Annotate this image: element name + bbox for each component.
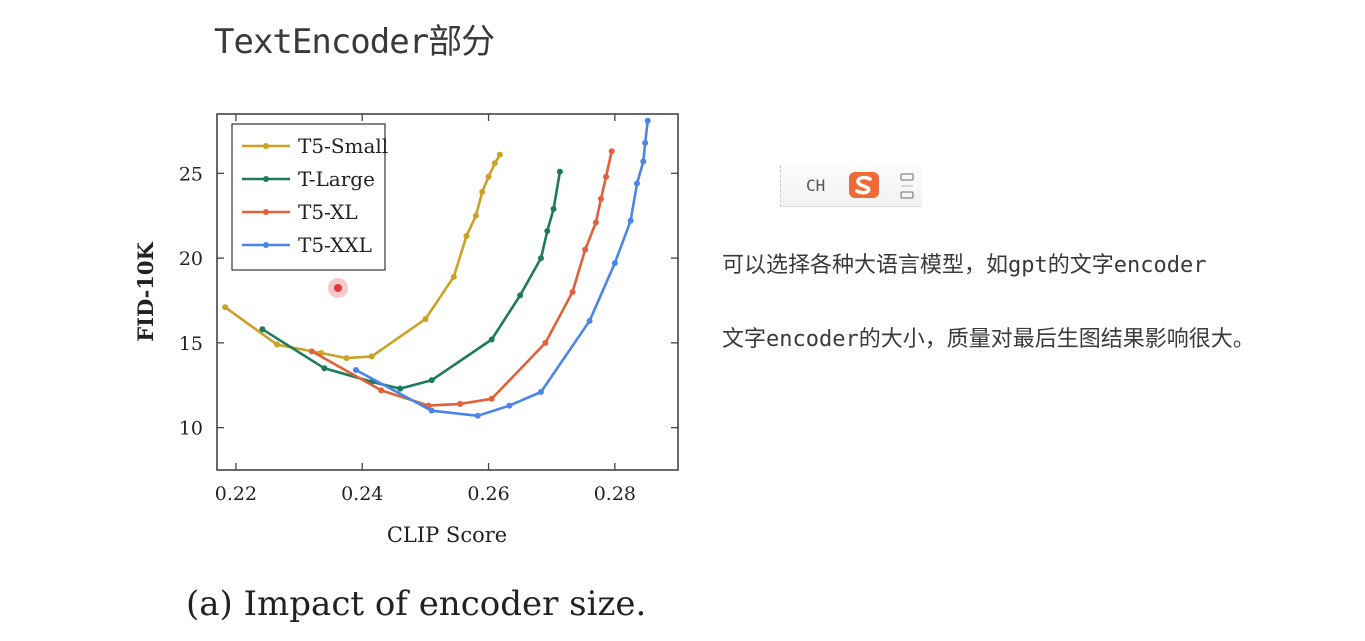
data-point-t5-xxl bbox=[474, 412, 481, 419]
data-point-t5-small bbox=[273, 341, 280, 348]
axes: 0.22 0.24 0.26 0.28 10 15 20 25 bbox=[179, 114, 678, 505]
plot-frame bbox=[216, 113, 679, 471]
legend-label-t-large: T-Large bbox=[298, 167, 375, 191]
data-point-t-large bbox=[321, 365, 328, 372]
x-tick-label: 0.24 bbox=[341, 483, 383, 505]
y-tick-label: 15 bbox=[179, 333, 203, 355]
ime-toolbar[interactable]: CH bbox=[780, 165, 922, 207]
data-point-t-large bbox=[488, 336, 495, 343]
data-point-t5-small bbox=[222, 304, 229, 311]
data-point-t-large bbox=[550, 205, 557, 212]
data-point-t5-xl bbox=[569, 289, 576, 295]
y-tick-label: 25 bbox=[179, 163, 203, 185]
cursor-dot bbox=[334, 284, 342, 292]
series-layer bbox=[222, 117, 651, 419]
data-point-t5-small bbox=[496, 151, 503, 158]
chart-svg: 0.22 0.24 0.26 0.28 10 15 20 25 CLIP Score FID-… bbox=[133, 113, 679, 547]
data-point-t5-small bbox=[450, 273, 457, 280]
y-tick-label: 10 bbox=[179, 418, 203, 440]
data-point-t5-small bbox=[343, 355, 350, 362]
data-point-t5-small bbox=[491, 160, 498, 167]
legend-marker-t-large bbox=[263, 176, 269, 182]
data-point-t5-xxl bbox=[537, 389, 544, 396]
data-point-t5-xl bbox=[378, 387, 385, 394]
y-tick-label: 20 bbox=[179, 248, 203, 270]
series-line-t5-xxl bbox=[355, 120, 649, 418]
slide-title: TextEncoder部分 bbox=[214, 22, 495, 62]
data-point-t5-small bbox=[368, 353, 375, 360]
data-point-t5-xxl bbox=[640, 158, 647, 165]
legend-marker-t5-xl bbox=[263, 209, 269, 215]
data-point-t5-xl bbox=[592, 219, 599, 226]
sogou-s-icon[interactable] bbox=[847, 170, 881, 204]
x-tick-label: 0.26 bbox=[467, 483, 509, 505]
series-line-t5-xl bbox=[311, 151, 613, 407]
data-point-t-large bbox=[544, 227, 551, 234]
legend-label-t5-small: T5-Small bbox=[298, 134, 388, 158]
data-point-t-large bbox=[537, 255, 544, 262]
data-point-t5-xl bbox=[542, 339, 549, 346]
data-point-t5-xl bbox=[308, 348, 315, 355]
x-tick-label: 0.28 bbox=[594, 483, 636, 505]
data-point-t5-xl bbox=[488, 395, 495, 402]
data-point-t5-xxl bbox=[642, 139, 649, 146]
data-point-t5-xl bbox=[603, 173, 610, 180]
data-point-t5-xxl bbox=[586, 317, 593, 324]
legend-marker-t5-small bbox=[263, 143, 269, 149]
note-line-2: 文字encoder的大小，质量对最后生图结果影响很大。 bbox=[722, 327, 1255, 352]
data-point-t-large bbox=[517, 292, 524, 299]
legend: T5-Small T-Large T5-XL T5-XXL bbox=[231, 123, 388, 271]
data-point-t5-xl bbox=[597, 195, 604, 202]
data-point-t5-xxl bbox=[633, 180, 640, 187]
data-point-t-large bbox=[556, 168, 563, 175]
legend-label-t5-xl: T5-XL bbox=[298, 200, 358, 224]
data-point-t-large bbox=[397, 385, 404, 392]
data-point-t5-xxl bbox=[611, 260, 618, 267]
data-point-t5-xl bbox=[582, 246, 589, 253]
data-point-t5-xxl bbox=[644, 117, 651, 124]
data-point-t5-small bbox=[472, 212, 479, 219]
data-point-t5-xl bbox=[457, 400, 464, 407]
ime-language-toggle[interactable]: CH bbox=[806, 176, 826, 195]
legend-marker-t5-xxl bbox=[263, 242, 269, 248]
data-point-t5-xxl bbox=[506, 402, 513, 409]
encoder-size-chart: 0.22 0.24 0.26 0.28 10 15 20 25 CLIP Score FID-… bbox=[120, 100, 720, 560]
note-line-1: 可以选择各种大语言模型，如gpt的文字encoder bbox=[722, 253, 1207, 278]
data-point-t-large bbox=[259, 326, 266, 333]
legend-label-t5-xxl: T5-XXL bbox=[298, 233, 372, 257]
data-point-t5-xxl bbox=[352, 366, 359, 373]
data-point-t5-xl bbox=[608, 148, 615, 155]
data-point-t5-small bbox=[485, 173, 492, 180]
ime-menu-icon[interactable] bbox=[899, 172, 917, 204]
data-point-t5-small bbox=[463, 233, 470, 240]
x-tick-label: 0.22 bbox=[215, 483, 257, 505]
y-axis-label: FID-10K bbox=[133, 241, 158, 341]
data-point-t5-small bbox=[422, 316, 429, 323]
data-point-t5-xxl bbox=[627, 217, 634, 224]
data-point-t-large bbox=[428, 377, 435, 384]
data-point-t5-small bbox=[479, 188, 486, 195]
x-axis-label: CLIP Score bbox=[387, 523, 507, 547]
figure-caption: (a) Impact of encoder size. bbox=[186, 584, 647, 624]
legend-entries: T5-Small T-Large T5-XL T5-XXL bbox=[242, 134, 388, 257]
data-point-t5-xxl bbox=[428, 407, 435, 414]
